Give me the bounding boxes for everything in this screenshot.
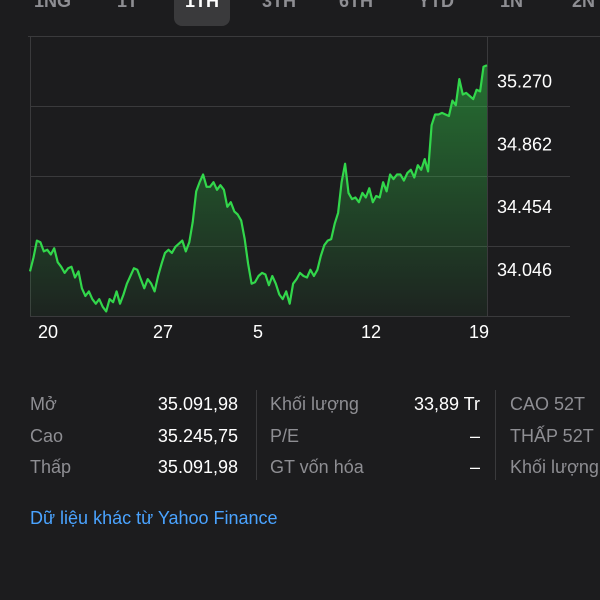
stat-label-52w-low: THẤP 52T [510, 426, 594, 446]
stat-label-volume: Khối lượng [270, 394, 359, 414]
x-tick-label: 27 [153, 322, 173, 342]
y-tick-label: 34.454 [497, 197, 552, 217]
stats-column-divider [495, 390, 496, 480]
y-tick-label: 34.046 [497, 260, 552, 280]
stat-label-pe: P/E [270, 426, 300, 446]
tab-6th[interactable]: 6TH [339, 0, 374, 11]
tab-1ng[interactable]: 1NG [34, 0, 72, 11]
stat-label-high: Cao [30, 426, 64, 446]
stat-value-volume: 33,89 Tr [413, 394, 480, 414]
stat-label-52w-high: CAO 52T [510, 394, 586, 414]
tab-1th[interactable]: 1TH [174, 0, 230, 26]
stat-value-open: 35.091,98 [157, 394, 238, 414]
x-tick-label: 19 [469, 322, 489, 342]
x-tick-label: 12 [361, 322, 381, 342]
stat-value-pe: – [469, 426, 480, 446]
price-chart[interactable]: 35.270 34.862 34.454 34.046 20 27 5 12 19 [0, 36, 600, 346]
tab-1t[interactable]: 1T [117, 0, 139, 11]
stat-label-market-cap: GT vốn hóa [270, 457, 364, 477]
stat-value-high: 35.245,75 [157, 426, 238, 446]
y-tick-label: 35.270 [497, 72, 552, 92]
stat-value-market-cap: – [469, 457, 480, 477]
tab-3th[interactable]: 3TH [262, 0, 297, 11]
tab-1n[interactable]: 1N [500, 0, 524, 11]
x-tick-label: 5 [253, 322, 263, 342]
stat-label-avg-volume: Khối lượng [510, 457, 599, 477]
stat-label-open: Mở [30, 394, 57, 414]
stat-value-low: 35.091,98 [157, 457, 238, 477]
yahoo-finance-link[interactable]: Dữ liệu khác từ Yahoo Finance [30, 508, 278, 528]
x-tick-label: 20 [38, 322, 58, 342]
stats-column-divider [256, 390, 257, 480]
stats-panel: Mở 35.091,98 Cao 35.245,75 Thấp 35.091,9… [0, 390, 600, 490]
tab-ytd[interactable]: YTD [418, 0, 454, 11]
tab-2n[interactable]: 2N [572, 0, 596, 11]
price-series-line [28, 64, 488, 313]
range-tabs: 1NG 1T 1TH 3TH 6TH YTD 1N 2N [0, 0, 600, 30]
price-area-fill [30, 65, 487, 316]
y-tick-label: 34.862 [497, 134, 552, 154]
stat-label-low: Thấp [30, 457, 72, 477]
